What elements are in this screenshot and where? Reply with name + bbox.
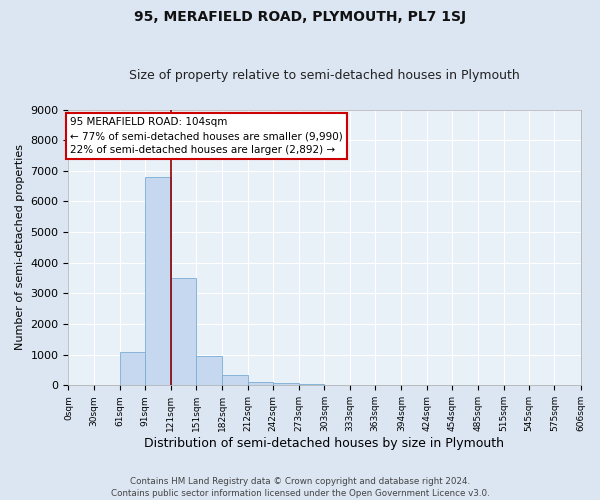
Bar xyxy=(299,384,325,386)
Title: Size of property relative to semi-detached houses in Plymouth: Size of property relative to semi-detach… xyxy=(129,69,520,82)
Bar xyxy=(170,278,196,386)
Bar xyxy=(145,177,170,386)
Bar xyxy=(120,352,145,386)
Text: 95 MERAFIELD ROAD: 104sqm
← 77% of semi-detached houses are smaller (9,990)
22% : 95 MERAFIELD ROAD: 104sqm ← 77% of semi-… xyxy=(70,117,343,155)
Text: 95, MERAFIELD ROAD, PLYMOUTH, PL7 1SJ: 95, MERAFIELD ROAD, PLYMOUTH, PL7 1SJ xyxy=(134,10,466,24)
Text: Contains HM Land Registry data © Crown copyright and database right 2024.
Contai: Contains HM Land Registry data © Crown c… xyxy=(110,476,490,498)
Bar xyxy=(222,375,248,386)
Bar xyxy=(273,383,299,386)
Bar xyxy=(248,382,273,386)
X-axis label: Distribution of semi-detached houses by size in Plymouth: Distribution of semi-detached houses by … xyxy=(145,437,505,450)
Bar xyxy=(196,356,222,386)
Y-axis label: Number of semi-detached properties: Number of semi-detached properties xyxy=(15,144,25,350)
